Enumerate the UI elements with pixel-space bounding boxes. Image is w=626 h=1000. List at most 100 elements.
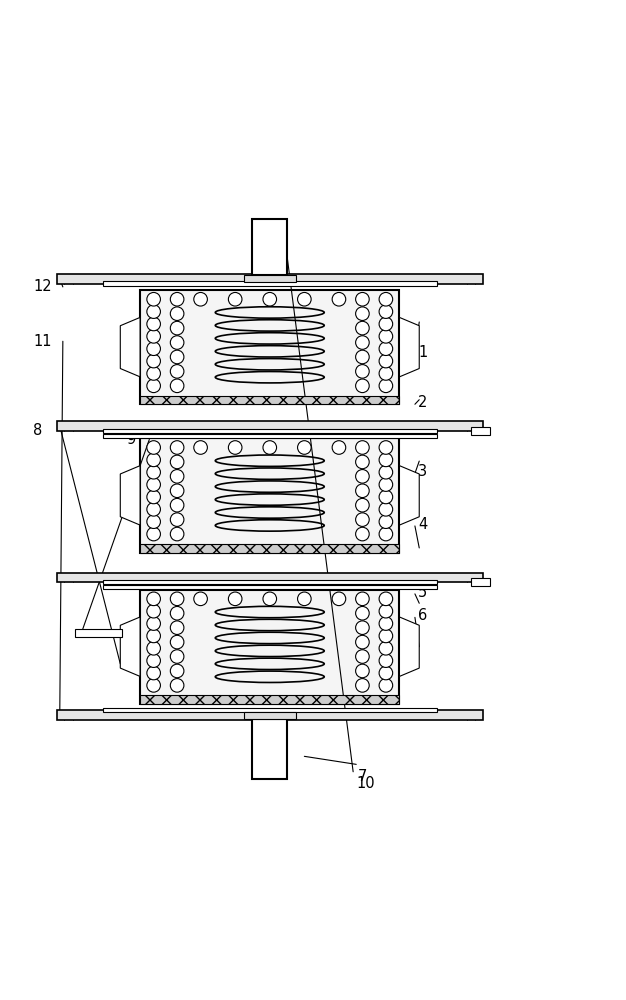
Circle shape: [147, 604, 160, 618]
Circle shape: [356, 513, 369, 526]
Circle shape: [228, 292, 242, 306]
Circle shape: [379, 317, 393, 331]
Bar: [140, 290, 399, 404]
Bar: [57, 710, 483, 720]
Text: 5: 5: [418, 585, 428, 600]
Circle shape: [379, 441, 393, 454]
Circle shape: [356, 650, 369, 663]
Bar: [140, 438, 399, 553]
Circle shape: [379, 617, 393, 630]
Circle shape: [147, 305, 160, 318]
Bar: [471, 427, 490, 435]
Circle shape: [356, 336, 369, 349]
Circle shape: [170, 513, 184, 526]
Circle shape: [379, 478, 393, 491]
Text: 8: 8: [33, 423, 43, 438]
Polygon shape: [120, 617, 140, 676]
Circle shape: [147, 453, 160, 467]
Circle shape: [228, 592, 242, 606]
Circle shape: [379, 527, 393, 541]
Bar: [75, 629, 121, 637]
Circle shape: [170, 635, 184, 649]
Circle shape: [332, 592, 346, 606]
Circle shape: [379, 679, 393, 692]
Circle shape: [170, 350, 184, 364]
Circle shape: [147, 527, 160, 541]
Circle shape: [170, 441, 184, 454]
Bar: [103, 585, 436, 589]
Polygon shape: [399, 617, 419, 676]
Circle shape: [379, 453, 393, 467]
Circle shape: [170, 527, 184, 541]
Circle shape: [356, 470, 369, 483]
Bar: [103, 434, 436, 438]
Circle shape: [170, 679, 184, 692]
Circle shape: [147, 490, 160, 504]
Polygon shape: [399, 466, 419, 525]
Circle shape: [147, 465, 160, 479]
Circle shape: [194, 292, 207, 306]
Circle shape: [379, 330, 393, 343]
Circle shape: [147, 629, 160, 643]
Circle shape: [194, 592, 207, 606]
Circle shape: [147, 503, 160, 516]
Bar: [140, 590, 399, 704]
Circle shape: [147, 592, 160, 606]
Circle shape: [356, 365, 369, 378]
Bar: [252, 219, 287, 275]
Circle shape: [379, 654, 393, 667]
Text: 11: 11: [34, 334, 53, 349]
Circle shape: [379, 592, 393, 606]
Text: 6: 6: [418, 608, 428, 623]
Circle shape: [170, 498, 184, 512]
Text: 9: 9: [126, 432, 136, 447]
Circle shape: [297, 592, 311, 606]
Circle shape: [356, 455, 369, 469]
Circle shape: [356, 292, 369, 306]
Circle shape: [147, 641, 160, 655]
Circle shape: [356, 484, 369, 498]
Circle shape: [297, 441, 311, 454]
Circle shape: [170, 321, 184, 335]
Circle shape: [356, 498, 369, 512]
Bar: [252, 719, 287, 779]
Circle shape: [170, 470, 184, 483]
Circle shape: [170, 379, 184, 393]
Circle shape: [263, 441, 277, 454]
Polygon shape: [120, 317, 140, 377]
Circle shape: [170, 455, 184, 469]
Bar: [57, 421, 483, 431]
Circle shape: [170, 664, 184, 678]
Circle shape: [379, 342, 393, 356]
Text: 12: 12: [34, 279, 53, 294]
Circle shape: [263, 292, 277, 306]
Circle shape: [147, 654, 160, 667]
Circle shape: [379, 292, 393, 306]
Circle shape: [379, 629, 393, 643]
Bar: [103, 580, 436, 584]
Circle shape: [228, 441, 242, 454]
Circle shape: [147, 617, 160, 630]
Bar: [103, 708, 436, 712]
Circle shape: [356, 379, 369, 393]
Circle shape: [379, 503, 393, 516]
Polygon shape: [399, 317, 419, 377]
Circle shape: [170, 650, 184, 663]
Circle shape: [356, 592, 369, 606]
Bar: [103, 281, 436, 286]
Text: 3: 3: [418, 464, 427, 479]
Bar: [140, 396, 399, 404]
Circle shape: [379, 305, 393, 318]
Circle shape: [147, 379, 160, 393]
Circle shape: [147, 679, 160, 692]
Circle shape: [147, 292, 160, 306]
Circle shape: [356, 606, 369, 620]
Circle shape: [170, 307, 184, 320]
Bar: [140, 695, 399, 704]
Bar: [57, 274, 483, 284]
Circle shape: [332, 441, 346, 454]
Circle shape: [379, 354, 393, 368]
Circle shape: [147, 330, 160, 343]
Circle shape: [194, 441, 207, 454]
Circle shape: [147, 515, 160, 528]
